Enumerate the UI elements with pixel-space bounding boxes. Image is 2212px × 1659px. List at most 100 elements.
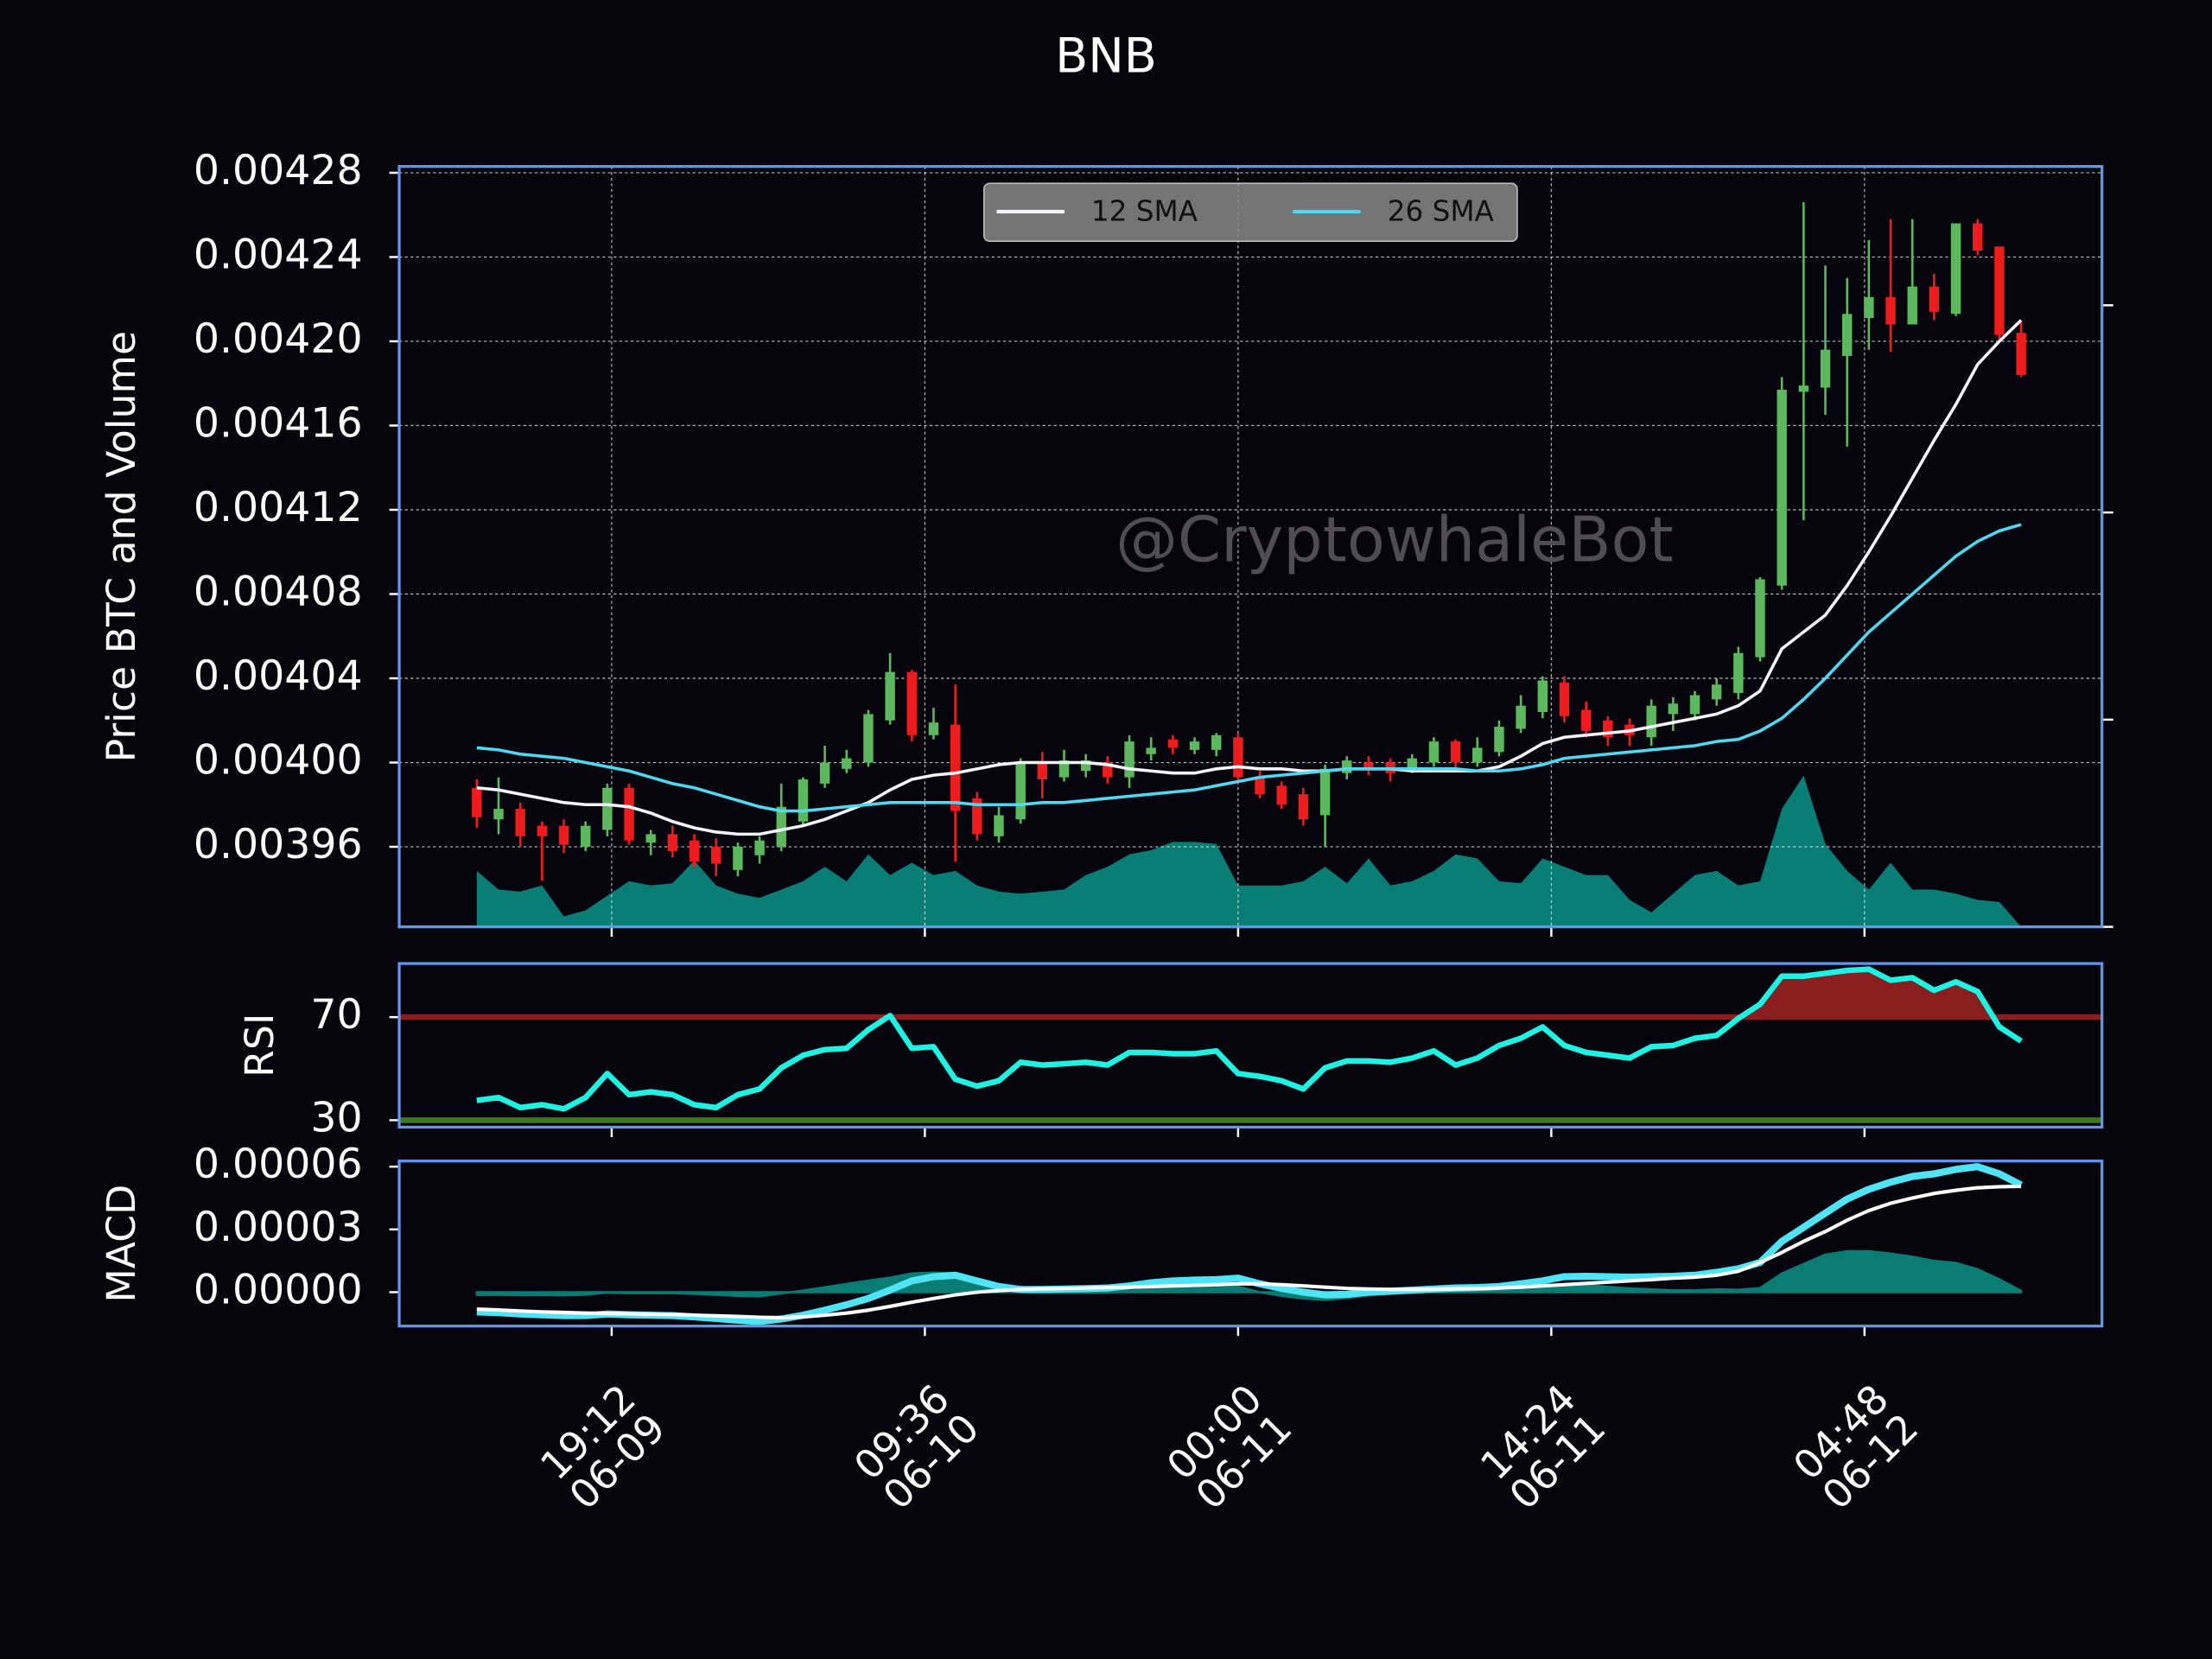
- candle-body: [689, 840, 700, 862]
- y-tick-label: 70: [310, 991, 362, 1039]
- candle-body: [1864, 296, 1874, 319]
- rsi-line: [476, 966, 2023, 1112]
- y-tick-label: 0.00003: [194, 1204, 363, 1251]
- candle-body: [1777, 390, 1787, 586]
- candle-body: [1646, 705, 1656, 738]
- y-tick-label: 0.00006: [194, 1141, 363, 1188]
- candle-body: [798, 779, 809, 822]
- candle-body: [1907, 286, 1917, 325]
- candle-body: [1603, 720, 1613, 738]
- candle-body: [602, 787, 613, 830]
- axes-frame: [397, 962, 2104, 1129]
- candle-body: [1668, 703, 1679, 715]
- y-tick-label: 0.00412: [194, 484, 363, 531]
- candle-body: [1516, 705, 1526, 729]
- legend-box: [982, 182, 1518, 242]
- y-axis-label: Price BTC and Volume: [99, 331, 144, 763]
- candle-body: [1798, 385, 1809, 392]
- overbought-fill: [887, 969, 1993, 1018]
- y-axis-label: MACD: [99, 1185, 144, 1303]
- candle-body: [1058, 760, 1070, 778]
- legend-label: 26 SMA: [1388, 195, 1495, 228]
- y-tick-label: 0.00408: [194, 569, 363, 616]
- candle-body: [1580, 709, 1592, 731]
- candle-body: [1037, 762, 1048, 780]
- candle-body: [711, 847, 721, 864]
- candle-body: [1885, 296, 1896, 325]
- candle-body: [1124, 741, 1135, 778]
- y-tick-label: 0.00396: [194, 821, 363, 868]
- candle-body: [1015, 762, 1026, 820]
- candle-body: [1167, 739, 1179, 748]
- candle-body: [1494, 727, 1504, 753]
- volume-area: [476, 775, 2022, 927]
- y-tick-label: 0.00416: [194, 399, 363, 447]
- axes-frame: [397, 165, 2104, 929]
- axes-frame: [397, 1160, 2104, 1328]
- candle-body: [863, 714, 874, 763]
- candle-body: [1103, 762, 1113, 778]
- sma-line: [476, 523, 2022, 813]
- candle-body: [1233, 737, 1243, 778]
- candle-body: [1450, 741, 1461, 763]
- candle-body: [493, 809, 504, 820]
- candle-body: [972, 798, 982, 835]
- candle-body: [928, 722, 939, 735]
- candle-body: [1841, 314, 1853, 357]
- candle-body: [1319, 768, 1331, 816]
- candle-body: [515, 809, 525, 836]
- watermark: @CryptowhaleBot: [1116, 504, 1674, 576]
- candle-body: [1755, 579, 1765, 658]
- candle-body: [472, 787, 482, 817]
- legend-label: 12 SMA: [1091, 195, 1198, 228]
- candle-body: [1211, 734, 1222, 750]
- candle-body: [1733, 652, 1744, 694]
- candle-body: [558, 825, 569, 845]
- candle-body: [1276, 785, 1287, 805]
- chart-title: BNB: [1055, 29, 1157, 85]
- candle-body: [667, 834, 678, 851]
- candle-body: [906, 671, 917, 735]
- candle-body: [1973, 223, 1983, 251]
- y-tick-label: 0.00420: [194, 315, 363, 363]
- candle-body: [624, 787, 634, 841]
- y-tick-label: 0.00424: [194, 231, 363, 278]
- candle-body: [842, 758, 852, 769]
- candle-body: [1407, 758, 1417, 769]
- y-axis-label: RSI: [237, 1014, 283, 1077]
- candle-body: [1994, 246, 2005, 335]
- y-tick-label: 0.00400: [194, 737, 363, 785]
- candle-body: [1929, 286, 1940, 312]
- y-tick-label: 0.00428: [194, 147, 363, 194]
- candle-body: [2016, 333, 2026, 375]
- candle-body: [1950, 223, 1961, 315]
- candle-body: [1342, 760, 1352, 773]
- sma-line: [476, 319, 2023, 836]
- candle-body: [950, 724, 961, 811]
- candle-body: [733, 847, 743, 870]
- candle-body: [1363, 762, 1374, 769]
- y-tick-label: 0.00404: [194, 652, 363, 700]
- candle-body: [1689, 695, 1700, 715]
- candle-body: [1559, 682, 1570, 716]
- histogram-area: [475, 1249, 2023, 1301]
- candle-body: [776, 806, 786, 848]
- candle-body: [1255, 777, 1265, 795]
- y-tick-label: 30: [310, 1094, 362, 1141]
- macd-line: [476, 1163, 2023, 1325]
- candle-body: [1146, 747, 1156, 754]
- candle-body: [1711, 684, 1722, 700]
- candle-body: [1189, 741, 1200, 750]
- candle-body: [819, 762, 830, 784]
- candle-body: [1537, 680, 1548, 713]
- candle-body: [1298, 794, 1309, 820]
- candle-body: [994, 815, 1004, 836]
- candle-body: [1820, 349, 1831, 388]
- candle-body: [1472, 747, 1483, 763]
- candle-body: [1428, 741, 1440, 763]
- candle-body: [645, 834, 656, 843]
- candle-body: [754, 840, 765, 855]
- signal-line: [476, 1184, 2022, 1320]
